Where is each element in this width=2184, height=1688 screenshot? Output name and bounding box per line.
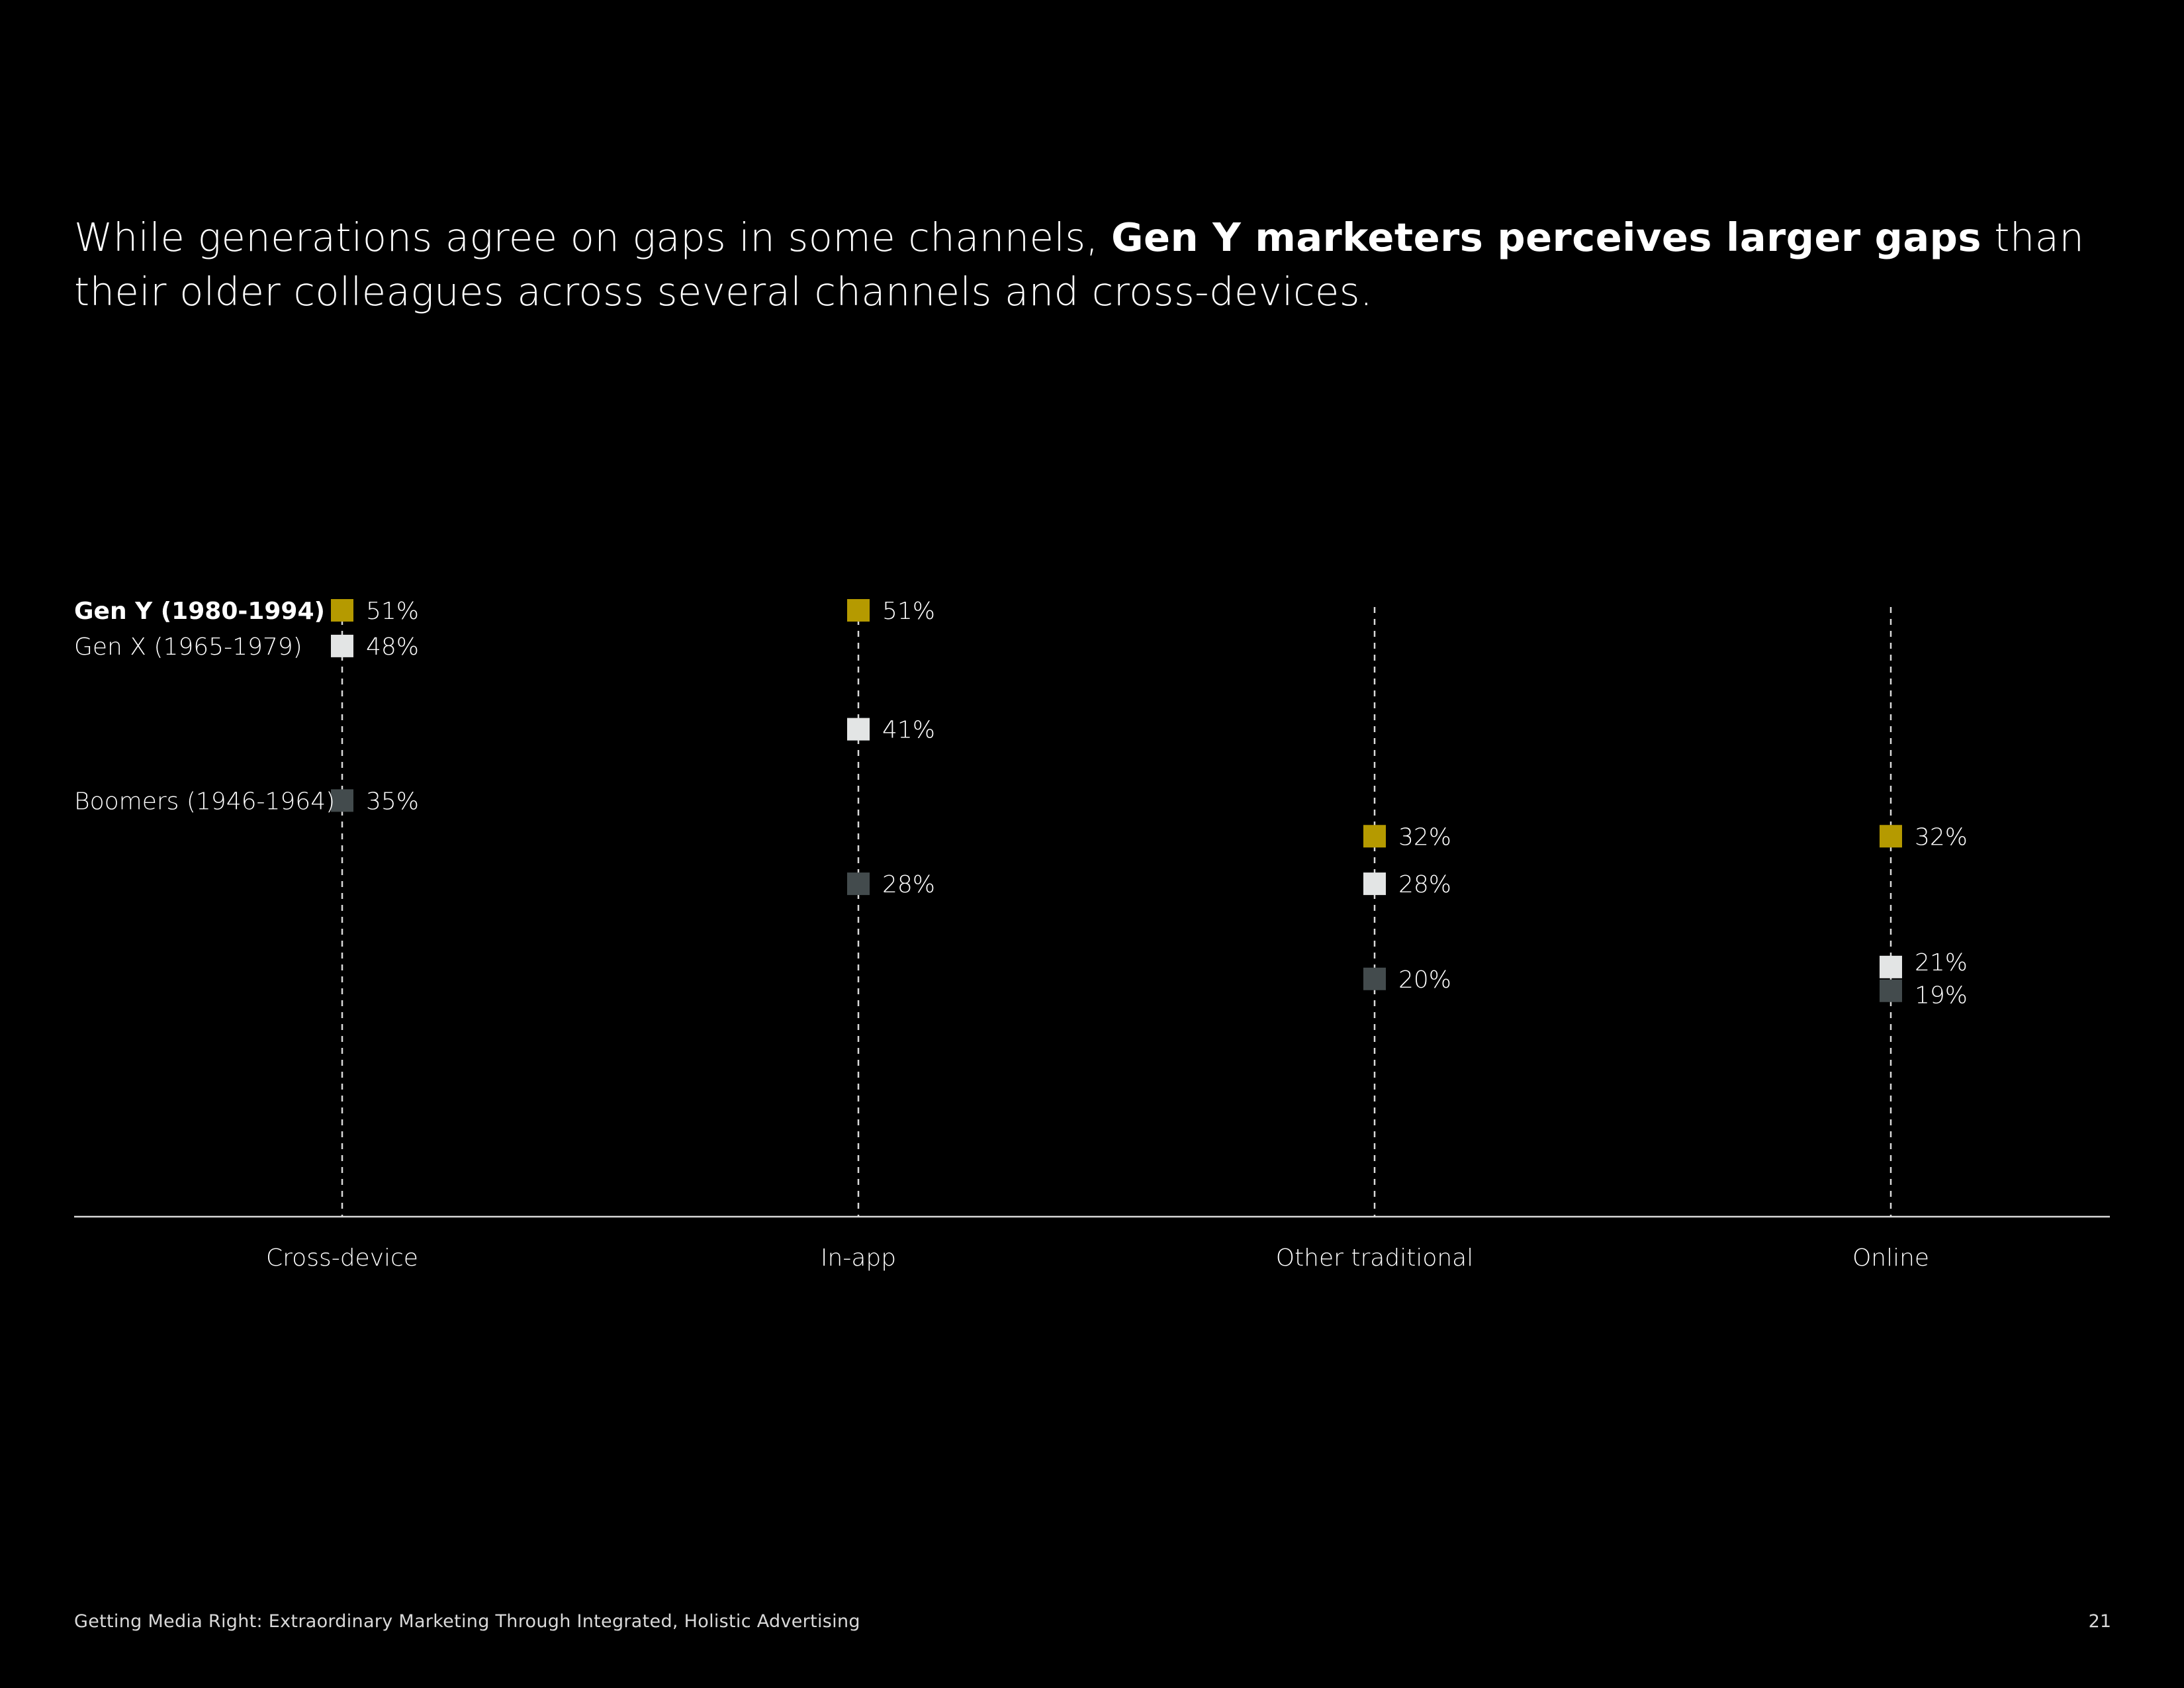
legend-label-0: Gen Y (1980-1994): [74, 598, 325, 625]
footer-title: Getting Media Right: Extraordinary Marke…: [74, 1611, 860, 1632]
value-label-0-1: 51%: [882, 598, 935, 625]
value-label-2-3: 19%: [1915, 982, 1968, 1009]
category-label-2: Other traditional: [1276, 1244, 1474, 1272]
point-2-1: [847, 872, 870, 896]
point-1-2: [1363, 872, 1386, 896]
category-label-0: Cross-device: [266, 1244, 418, 1272]
point-2-2: [1363, 967, 1386, 990]
value-label-1-0: 48%: [366, 633, 419, 661]
page-number: 21: [2088, 1611, 2111, 1632]
point-2-0: [331, 789, 353, 812]
value-label-1-1: 41%: [882, 717, 935, 744]
value-label-0-3: 32%: [1915, 823, 1968, 851]
value-label-1-2: 28%: [1398, 871, 1451, 898]
headline-bold: Gen Y marketers perceives larger gaps: [1111, 214, 1982, 260]
value-label-2-1: 28%: [882, 871, 935, 898]
value-label-2-0: 35%: [366, 788, 419, 815]
point-1-3: [1880, 955, 1902, 978]
point-1-0: [331, 634, 353, 657]
legend-label-2: Boomers (1946-1964): [74, 788, 335, 815]
category-label-1: In-app: [821, 1244, 896, 1272]
legend-label-1: Gen X (1965-1979): [74, 633, 302, 661]
point-0-2: [1363, 825, 1386, 848]
value-label-0-0: 51%: [366, 598, 419, 625]
category-label-3: Online: [1852, 1244, 1929, 1272]
point-0-1: [847, 599, 870, 622]
headline-regular-1: While generations agree on gaps in some …: [74, 214, 1112, 260]
point-1-1: [847, 718, 870, 741]
value-label-1-3: 21%: [1915, 949, 1968, 976]
point-0-0: [331, 599, 353, 622]
value-label-0-2: 32%: [1398, 823, 1451, 851]
headline-regular-2: than their older colleagues across sever…: [74, 214, 2085, 314]
headline: While generations agree on gaps in some …: [74, 211, 2093, 319]
point-0-3: [1880, 825, 1902, 848]
point-2-3: [1880, 979, 1902, 1002]
value-label-2-2: 20%: [1398, 966, 1451, 994]
